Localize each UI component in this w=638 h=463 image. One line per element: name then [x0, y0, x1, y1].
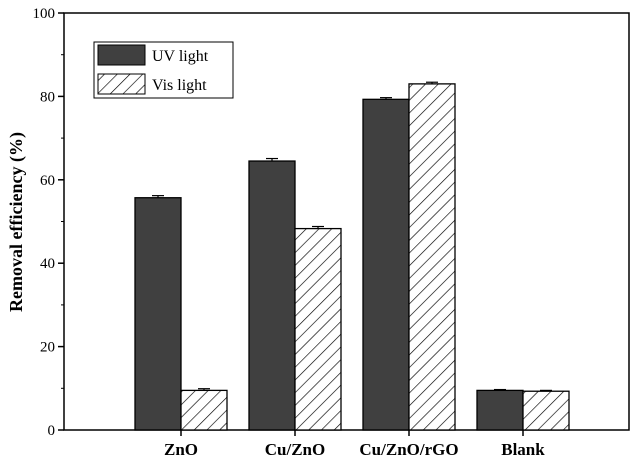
legend-label-uv: UV light — [152, 48, 209, 65]
legend: UV light Vis light — [93, 41, 234, 99]
y-axis: 0 20 40 60 80 100 — [33, 6, 64, 439]
bar-uv-2 — [362, 98, 410, 431]
x-category-label: Blank — [501, 440, 545, 459]
legend-swatch-vis — [97, 73, 146, 95]
x-category-label: Cu/ZnO/rGO — [359, 440, 458, 459]
y-tick-label: 0 — [48, 423, 56, 439]
legend-label-vis: Vis light — [152, 77, 207, 94]
y-tick-label: 80 — [40, 89, 55, 105]
bar-uv-1 — [248, 160, 296, 431]
y-tick-label: 60 — [40, 173, 55, 189]
y-tick-label: 100 — [33, 6, 56, 22]
x-axis: ZnO Cu/ZnO Cu/ZnO/rGO Blank — [164, 430, 545, 459]
bars — [134, 81, 570, 431]
x-category-label: Cu/ZnO — [265, 440, 325, 459]
bar-vis-2 — [408, 83, 456, 431]
y-tick-label: 40 — [40, 256, 55, 272]
bar-uv-0 — [134, 197, 182, 431]
y-axis-title: Removal efficiency (%) — [6, 132, 27, 312]
bar-uv-3 — [476, 389, 524, 431]
legend-swatch-uv — [97, 44, 146, 66]
x-category-label: ZnO — [164, 440, 198, 459]
bar-vis-1 — [294, 227, 342, 431]
bar-vis-3 — [522, 390, 570, 431]
y-tick-label: 20 — [40, 340, 55, 356]
bar-vis-0 — [180, 389, 228, 431]
